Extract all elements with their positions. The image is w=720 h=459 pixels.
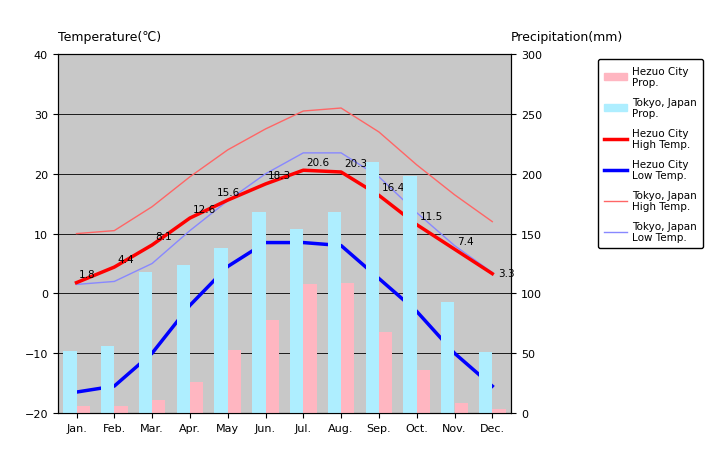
Bar [303,284,317,413]
Bar [176,265,190,413]
Tokyo, Japan
High Temp. [337,106,346,112]
Legend: Hezuo City
Prop., Tokyo, Japan
Prop., Hezuo City
High Temp., Hezuo City
Low Temp: Hezuo City Prop., Tokyo, Japan Prop., He… [598,60,703,249]
Bar [341,283,354,413]
Tokyo, Japan
Low Temp. [413,210,421,216]
Text: 20.6: 20.6 [306,157,329,167]
Tokyo, Japan
Low Temp. [488,270,497,275]
Bar [290,230,303,413]
Hezuo City
High Temp. [148,243,156,248]
Bar [152,400,166,413]
Hezuo City
High Temp. [110,265,119,270]
Tokyo, Japan
Low Temp. [186,229,194,234]
Hezuo City
High Temp. [261,182,270,187]
Tokyo, Japan
Low Temp. [261,172,270,177]
Hezuo City
Low Temp. [413,309,421,314]
Text: 16.4: 16.4 [382,182,405,192]
Text: Precipitation(mm): Precipitation(mm) [511,31,624,44]
Tokyo, Japan
High Temp. [110,229,119,234]
Hezuo City
High Temp. [72,280,81,286]
Bar [379,332,392,413]
Tokyo, Japan
High Temp. [261,127,270,132]
Hezuo City
High Temp. [299,168,307,174]
Bar [228,350,241,413]
Text: Temperature(℃): Temperature(℃) [58,31,161,44]
Tokyo, Japan
High Temp. [148,205,156,210]
Hezuo City
Low Temp. [186,303,194,308]
Text: 20.3: 20.3 [344,159,367,169]
Tokyo, Japan
Low Temp. [72,282,81,287]
Hezuo City
Low Temp. [72,389,81,395]
Tokyo, Japan
Low Temp. [299,151,307,156]
Line: Tokyo, Japan
Low Temp.: Tokyo, Japan Low Temp. [76,153,492,285]
Bar [266,320,279,413]
Bar [63,351,76,413]
Bar [366,162,379,413]
Bar [252,213,266,413]
Hezuo City
Low Temp. [223,264,232,270]
Text: 3.3: 3.3 [498,269,515,279]
Line: Tokyo, Japan
High Temp.: Tokyo, Japan High Temp. [76,109,492,234]
Text: 11.5: 11.5 [420,212,443,222]
Hezuo City
Low Temp. [337,243,346,249]
Tokyo, Japan
Low Temp. [110,279,119,285]
Text: 12.6: 12.6 [193,205,216,215]
Tokyo, Japan
Low Temp. [374,175,383,180]
Bar [328,213,341,413]
Tokyo, Japan
High Temp. [374,130,383,135]
Text: 8.1: 8.1 [155,232,171,242]
Tokyo, Japan
High Temp. [450,192,459,198]
Bar [441,302,454,413]
Hezuo City
Low Temp. [299,241,307,246]
Hezuo City
Low Temp. [374,276,383,282]
Bar [139,272,152,413]
Tokyo, Japan
High Temp. [488,219,497,225]
Hezuo City
Low Temp. [488,384,497,389]
Text: 7.4: 7.4 [457,236,474,246]
Tokyo, Japan
High Temp. [72,231,81,237]
Bar [76,406,90,413]
Hezuo City
High Temp. [374,193,383,199]
Text: 15.6: 15.6 [217,187,240,197]
Bar [492,409,505,413]
Tokyo, Japan
High Temp. [299,109,307,114]
Bar [403,177,417,413]
Hezuo City
High Temp. [488,271,497,277]
Hezuo City
High Temp. [413,223,421,228]
Hezuo City
Low Temp. [261,241,270,246]
Hezuo City
High Temp. [337,170,346,175]
Tokyo, Japan
High Temp. [223,148,232,153]
Bar [101,346,114,413]
Hezuo City
High Temp. [223,198,232,203]
Text: 4.4: 4.4 [117,254,134,264]
Hezuo City
Low Temp. [450,351,459,356]
Hezuo City
Low Temp. [148,351,156,356]
Tokyo, Japan
Low Temp. [148,261,156,267]
Hezuo City
High Temp. [450,247,459,252]
Tokyo, Japan
High Temp. [186,175,194,180]
Bar [190,382,203,413]
Tokyo, Japan
Low Temp. [337,151,346,156]
Bar [479,352,492,413]
Text: 18.3: 18.3 [269,171,292,181]
Hezuo City
High Temp. [186,216,194,221]
Line: Hezuo City
High Temp.: Hezuo City High Temp. [76,171,492,283]
Bar [454,403,468,413]
Tokyo, Japan
Low Temp. [223,198,232,204]
Hezuo City
Low Temp. [110,384,119,389]
Tokyo, Japan
Low Temp. [450,243,459,249]
Tokyo, Japan
High Temp. [413,162,421,168]
Line: Hezuo City
Low Temp.: Hezuo City Low Temp. [76,243,492,392]
Bar [215,248,228,413]
Bar [114,406,127,413]
Text: 1.8: 1.8 [79,269,96,280]
Bar [417,370,430,413]
